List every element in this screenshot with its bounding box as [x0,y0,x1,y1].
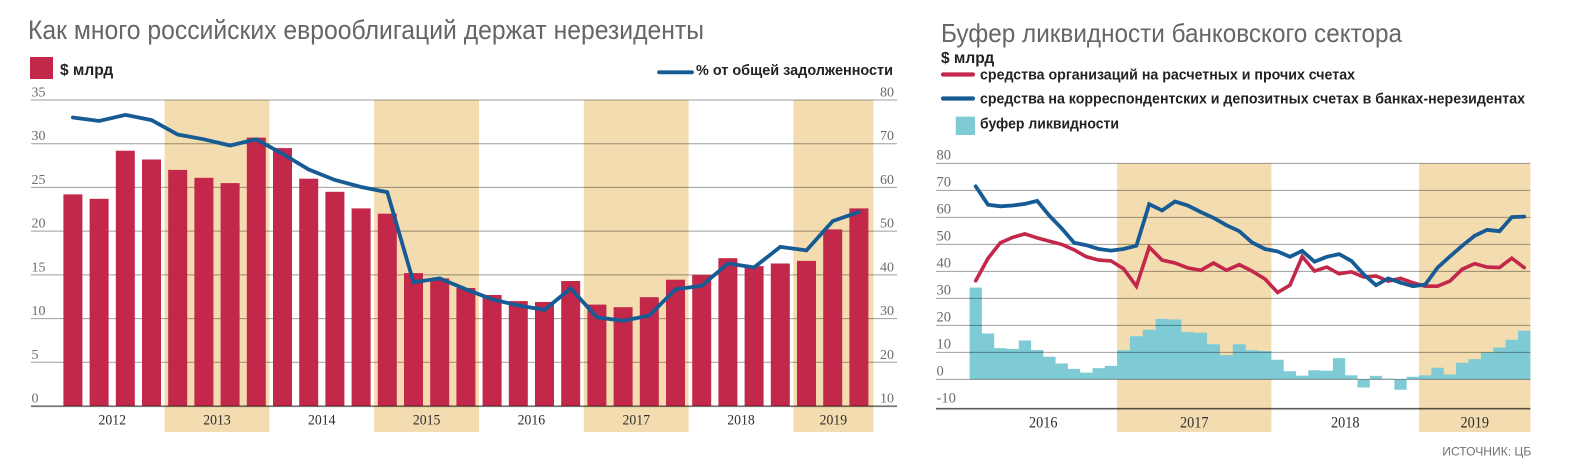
svg-text:50: 50 [937,229,952,245]
svg-text:Буфер ликвидности банковского: Буфер ликвидности банковского сектора [941,18,1403,48]
svg-text:30: 30 [32,129,46,144]
svg-text:2015: 2015 [413,412,441,428]
svg-text:50: 50 [880,217,894,232]
svg-text:2018: 2018 [727,412,755,428]
svg-text:0: 0 [937,364,944,380]
svg-text:60: 60 [880,173,894,188]
svg-text:средства организаций на расчет: средства организаций на расчетных и проч… [980,67,1356,84]
svg-text:60: 60 [937,202,952,218]
svg-text:40: 40 [937,256,952,272]
svg-text:Как много российских еврооблиг: Как много российских еврооблигаций держа… [28,15,704,45]
svg-text:буфер ликвидности: буфер ликвидности [980,116,1119,133]
svg-text:70: 70 [880,129,894,144]
svg-text:10: 10 [937,337,952,353]
svg-text:70: 70 [937,175,952,191]
svg-text:0: 0 [32,392,39,407]
svg-text:20: 20 [880,348,894,363]
svg-text:2013: 2013 [203,412,231,428]
svg-text:5: 5 [32,348,39,363]
svg-text:ИСТОЧНИК: ЦБ: ИСТОЧНИК: ЦБ [1442,446,1531,458]
svg-text:средства на корреспондентских: средства на корреспондентских и депозитн… [980,91,1526,108]
svg-text:2017: 2017 [1180,414,1209,431]
svg-text:$ млрд: $ млрд [941,50,994,67]
svg-text:2016: 2016 [518,412,546,428]
svg-text:30: 30 [937,283,952,299]
svg-text:30: 30 [880,304,894,319]
svg-text:2019: 2019 [1460,414,1489,431]
svg-text:20: 20 [32,217,46,232]
svg-text:-10: -10 [937,391,956,407]
svg-text:2017: 2017 [622,412,650,428]
svg-text:80: 80 [880,86,894,101]
svg-text:10: 10 [32,304,46,319]
svg-text:40: 40 [880,260,894,275]
svg-text:2018: 2018 [1331,414,1360,431]
svg-text:10: 10 [880,392,894,407]
svg-text:35: 35 [32,86,46,101]
svg-text:25: 25 [32,173,46,188]
svg-text:2012: 2012 [98,412,126,428]
svg-text:2014: 2014 [308,412,336,428]
svg-text:2019: 2019 [820,412,848,428]
svg-text:80: 80 [937,148,952,164]
svg-text:$ млрд: $ млрд [60,62,113,79]
svg-text:2016: 2016 [1029,414,1058,431]
svg-text:15: 15 [32,260,46,275]
svg-text:% от общей задолженности: % от общей задолженности [696,63,893,79]
svg-text:20: 20 [937,310,952,326]
